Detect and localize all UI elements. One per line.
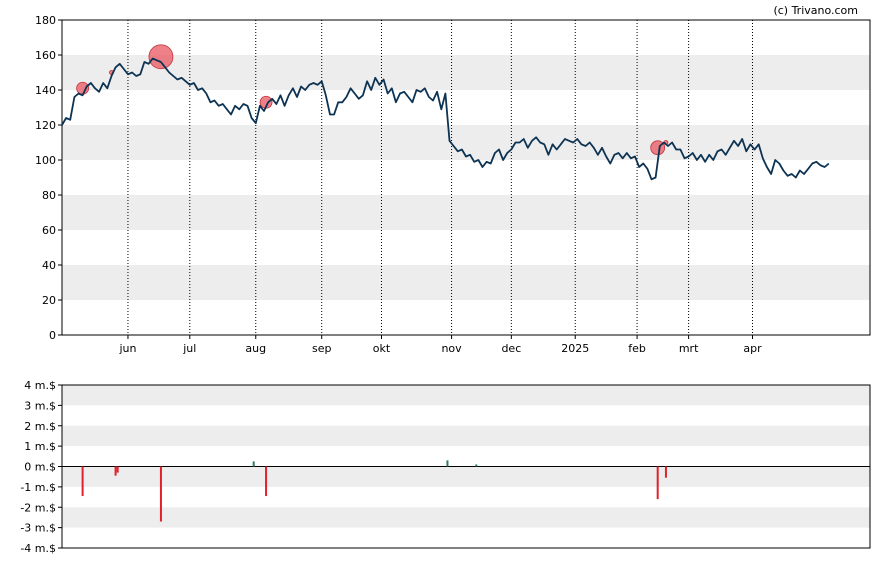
y-tick-label: 3 m.$	[24, 399, 56, 412]
trade-bar	[114, 466, 117, 476]
grid-band	[62, 425, 870, 447]
trade-bar	[656, 466, 659, 500]
y-tick-label: 40	[42, 259, 56, 272]
trade-bar	[252, 461, 255, 467]
y-tick-label: 1 m.$	[24, 440, 56, 453]
y-tick-label: -4 m.$	[20, 542, 56, 555]
y-tick-label: -1 m.$	[20, 481, 56, 494]
trade-bar	[446, 460, 449, 467]
y-tick-label: -3 m.$	[20, 522, 56, 535]
grid-band	[62, 195, 870, 230]
y-tick-label: 20	[42, 294, 56, 307]
trade-bar	[664, 466, 667, 478]
y-tick-label: 80	[42, 189, 56, 202]
y-tick-label: 160	[35, 49, 56, 62]
y-tick-label: 180	[35, 14, 56, 27]
x-tick-label: apr	[743, 342, 762, 355]
x-tick-label: okt	[373, 342, 391, 355]
x-tick-label: aug	[245, 342, 266, 355]
y-tick-label: 4 m.$	[24, 379, 56, 392]
x-tick-label: mrt	[679, 342, 699, 355]
x-tick-label: 2025	[561, 342, 589, 355]
credit-text: (c) Trivano.com	[773, 4, 858, 17]
grid-band	[62, 265, 870, 300]
insider-trades-chart: 4 m.$ 3 m.$ 2 m.$ 1 m.$ 0 m.$ -1 m.$ -2 m.$ -3 …	[20, 379, 871, 555]
x-tick-label: dec	[501, 342, 521, 355]
x-tick-label: feb	[628, 342, 646, 355]
x-tick-label: jul	[182, 342, 196, 355]
grid-band	[62, 466, 870, 487]
grid-band	[62, 507, 870, 528]
y-tick-label: -2 m.$	[20, 501, 56, 514]
y-tick-label: 0	[49, 329, 56, 342]
trade-bar	[475, 464, 478, 467]
grid-band	[62, 385, 870, 406]
y-tick-label: 100	[35, 154, 56, 167]
trade-bar	[265, 466, 268, 497]
trade-bar	[81, 466, 84, 497]
plot-frame	[61, 19, 871, 336]
x-tick-label: sep	[312, 342, 331, 355]
grid-band	[62, 55, 870, 90]
x-tick-label: jun	[118, 342, 136, 355]
y-tick-label: 140	[35, 84, 56, 97]
y-tick-label: 120	[35, 119, 56, 132]
price-chart: 0 20 40 60 80 100 120 140 160 180 jun jul aug sep okt n…	[35, 14, 871, 355]
price-line	[61, 57, 830, 181]
trade-bar	[159, 466, 162, 522]
y-tick-label: 0 m.$	[24, 461, 56, 474]
y-tick-label: 60	[42, 224, 56, 237]
trade-marker	[148, 44, 174, 70]
trade-bar	[116, 466, 119, 473]
x-tick-label: nov	[441, 342, 462, 355]
y-tick-label: 2 m.$	[24, 420, 56, 433]
